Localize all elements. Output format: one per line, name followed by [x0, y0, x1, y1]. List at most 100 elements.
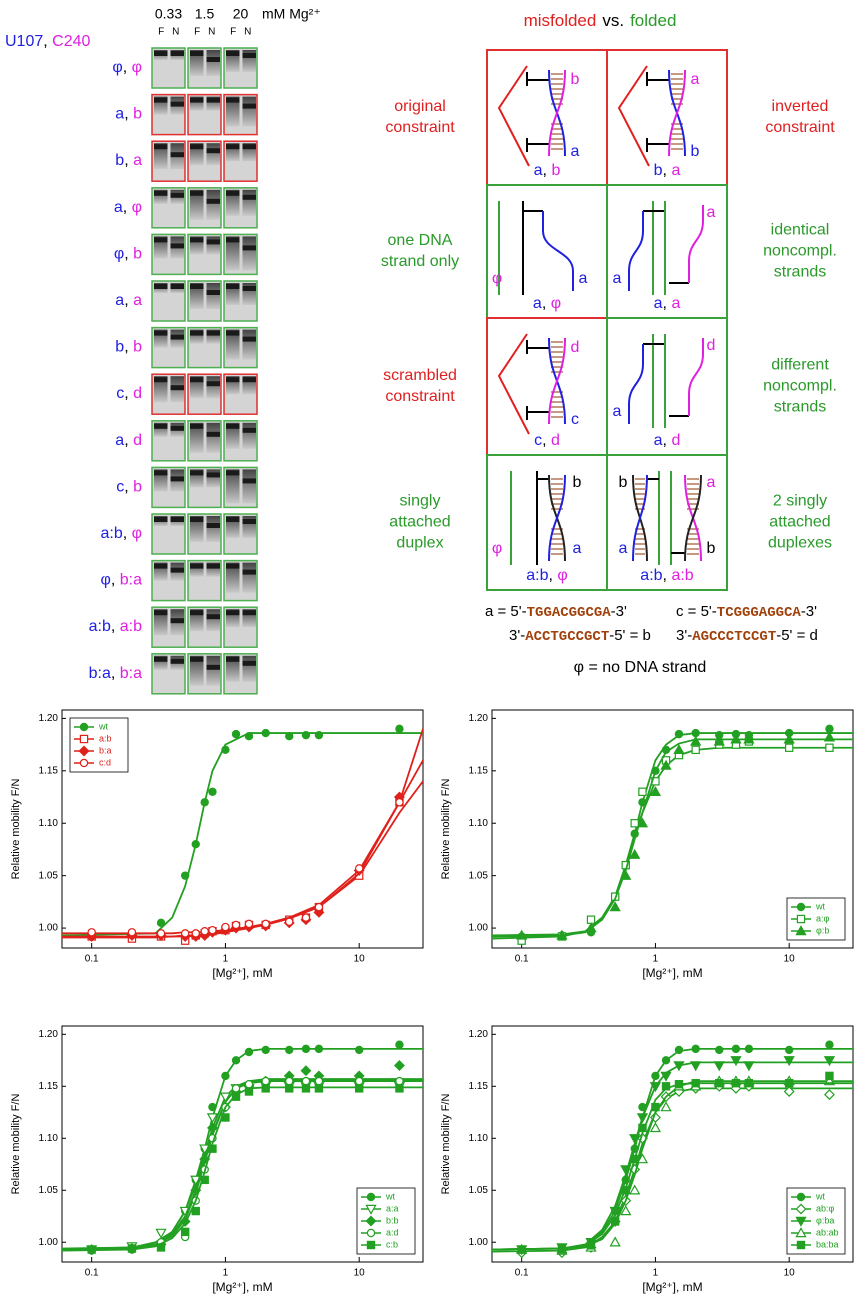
gel-band [190, 470, 204, 476]
y-tick-label: 1.15 [39, 1081, 59, 1092]
gel-frame [223, 373, 258, 415]
strand-label: b [573, 474, 582, 491]
gel-band [242, 478, 256, 484]
data-point [285, 1084, 294, 1093]
x-tick-label: 0.1 [85, 954, 99, 965]
data-point [713, 1061, 725, 1072]
legend-marker [365, 1215, 377, 1227]
data-point [825, 724, 834, 734]
strand [684, 474, 702, 562]
x-tick-label: 10 [784, 1268, 796, 1279]
legend-marker [366, 1240, 376, 1250]
gel-band [170, 51, 184, 56]
data-point [783, 1086, 795, 1097]
strand-name: U107 [5, 33, 43, 50]
strand-name: a [115, 432, 124, 449]
data-point [231, 1092, 241, 1101]
data-point [731, 1078, 741, 1088]
gel-band [206, 381, 220, 387]
separator: , [111, 618, 120, 635]
separator: , [542, 295, 551, 312]
data-point [783, 1056, 795, 1067]
gel-band [226, 51, 240, 56]
legend-label: a:d [386, 1227, 399, 1237]
diagram-title: misfolded vs. folded [524, 11, 677, 30]
gel-band [190, 190, 204, 196]
gel-frame [151, 420, 186, 462]
separator: , [663, 162, 672, 179]
data-point [660, 1101, 672, 1112]
data-point [673, 744, 685, 755]
gel-band [154, 144, 168, 150]
data-point [691, 728, 700, 738]
gel-frame [151, 233, 186, 276]
plot-frame [61, 1025, 424, 1263]
data-point [690, 1061, 702, 1072]
row-caption: singly [400, 493, 441, 510]
strand [628, 211, 644, 291]
legend-label: ba:ba [816, 1239, 839, 1249]
plot-frame [491, 1025, 854, 1263]
gel-frame [187, 513, 222, 555]
cell-caption: a, a [654, 295, 681, 312]
gel-band [242, 144, 256, 150]
strand-name: φ [114, 246, 124, 263]
gel-band [154, 190, 168, 196]
gel-band [170, 101, 184, 107]
gel-band [206, 148, 220, 154]
data-point [825, 743, 834, 752]
sequence-suffix: -3' [611, 603, 627, 620]
cell-caption: a, b [534, 162, 561, 179]
x-tick-label: 1 [223, 1268, 229, 1279]
y-tick-label: 1.15 [469, 1081, 489, 1092]
gel-smear [206, 189, 220, 220]
row-caption: strand only [381, 253, 459, 270]
gel-band [154, 470, 168, 476]
separator: , [43, 33, 52, 50]
gel-frame [151, 326, 186, 369]
sequence-prefix: a = 5'- [485, 603, 527, 620]
gel-smear [190, 50, 204, 76]
legend-label: φ:b [816, 925, 829, 935]
strand-name: φ [112, 59, 122, 76]
y-tick-label: 1.15 [469, 765, 489, 776]
gel-band [226, 470, 240, 476]
data-point [585, 922, 597, 933]
data-point [261, 1045, 270, 1055]
footnote: φ = no DNA strand [574, 659, 707, 676]
x-tick-label: 10 [784, 954, 796, 965]
gel-band [226, 423, 240, 429]
data-point [691, 745, 700, 755]
gel-frame [187, 93, 222, 136]
strand [688, 338, 704, 416]
legend-marker [796, 914, 806, 924]
row-label: a, b [115, 106, 142, 123]
sequence-line: c = 5'-TCGGGAGGCA-3' [676, 603, 817, 621]
gel-smear [226, 329, 240, 360]
gel-band [242, 103, 256, 109]
data-point [395, 724, 404, 734]
y-tick-label: 1.15 [39, 765, 59, 776]
gel-smear [242, 236, 256, 271]
row-label: a, a [115, 292, 142, 309]
separator: , [124, 152, 133, 169]
x-axis-title: [Mg²⁺], mM [212, 966, 272, 980]
gel-band [206, 563, 220, 569]
data-point [285, 1076, 294, 1086]
strand-name: c [116, 385, 124, 402]
gel-smear [206, 609, 220, 632]
gel-band [170, 658, 184, 664]
fit-curve [62, 759, 423, 939]
x-axis-title: [Mg²⁺], mM [212, 1280, 272, 1294]
strand-name: C240 [52, 33, 90, 50]
data-point [300, 1065, 312, 1077]
separator: , [663, 295, 672, 312]
gel-band [170, 567, 184, 573]
strand-name: a [533, 295, 542, 312]
x-tick-label: 1 [223, 954, 229, 965]
data-point [354, 1045, 364, 1055]
gel-band [154, 656, 168, 662]
gel-smear [242, 422, 256, 449]
separator: , [124, 432, 133, 449]
y-tick-label: 1.20 [39, 713, 59, 724]
